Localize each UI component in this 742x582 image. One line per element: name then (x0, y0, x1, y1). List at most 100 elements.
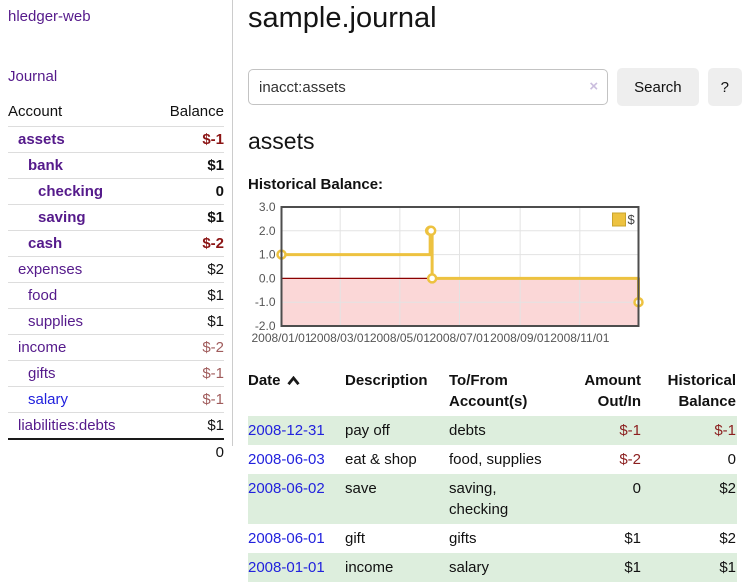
transaction-date-link[interactable]: 2008-06-01 (248, 530, 325, 547)
transaction-row: 2008-06-01 gift gifts $1 $2 (248, 524, 737, 553)
search-input[interactable] (248, 69, 609, 105)
accounts-col-account: Account (8, 103, 63, 120)
register-col-balance: Historical Balance (667, 372, 736, 410)
accounts-total-value: 0 (151, 438, 224, 465)
account-balance: $2 (151, 256, 224, 283)
transaction-description: eat & shop (345, 451, 417, 468)
transaction-balance: $2 (719, 480, 736, 497)
account-balance: $1 (151, 282, 224, 309)
svg-text:$: $ (628, 212, 636, 227)
account-link[interactable]: assets (18, 131, 65, 148)
register-col-description: Description (345, 372, 428, 389)
account-link[interactable]: checking (38, 183, 104, 200)
account-link[interactable]: cash (28, 235, 63, 252)
chart-canvas: $3.0 2.0 1.0 0.0 -1.0 -2.02008/01/012008/03/0… (251, 200, 644, 345)
svg-text:2008/11/01: 2008/11/01 (550, 331, 609, 345)
account-link[interactable]: expenses (18, 261, 83, 278)
transaction-date-link[interactable]: 2008-01-01 (248, 559, 325, 576)
transaction-balance: $-1 (714, 422, 736, 439)
transaction-date-cell: 2008-06-01 (248, 524, 345, 553)
register-col-account: To/From Account(s) (449, 372, 528, 410)
account-balance: $-1 (151, 360, 224, 387)
account-link[interactable]: gifts (28, 365, 56, 382)
accounts-col-balance: Balance (169, 103, 224, 120)
transaction-description: gift (345, 530, 366, 547)
transaction-description: income (345, 559, 394, 576)
transaction-row: 2008-06-02 save saving, checking 0 $2 (248, 474, 737, 524)
page-title: sample.journal (248, 2, 437, 34)
svg-text:3.0: 3.0 (259, 201, 276, 214)
sort-ascending-icon (286, 375, 300, 386)
account-link[interactable]: bank (28, 157, 64, 174)
account-balance: $1 (151, 308, 224, 335)
svg-text:2008/01/01: 2008/01/01 (251, 331, 311, 345)
account-balance: $-2 (151, 334, 224, 361)
register-heading: assets (248, 128, 315, 154)
account-row: salary $-1 (8, 386, 224, 413)
transaction-date-link[interactable]: 2008-12-31 (248, 422, 325, 439)
account-row: cash $-2 (8, 230, 224, 257)
transaction-amount: $-2 (619, 451, 641, 468)
svg-text:1.0: 1.0 (259, 248, 276, 262)
account-row: expenses $2 (8, 256, 224, 283)
transaction-balance: 0 (727, 451, 736, 468)
transaction-date-link[interactable]: 2008-06-02 (248, 480, 325, 497)
search-button[interactable]: Search (617, 68, 699, 106)
account-link[interactable]: food (28, 287, 58, 304)
account-row: bank $1 (8, 152, 224, 179)
historical-balance-chart: $3.0 2.0 1.0 0.0 -1.0 -2.0 2008/01/01 2008/03/0… (248, 200, 742, 354)
transaction-balance: $1 (719, 559, 736, 576)
account-balance: $1 (151, 412, 224, 439)
transaction-row: 2008-01-01 income salary $1 $1 (248, 553, 737, 582)
register-col-date[interactable]: Date (248, 368, 345, 416)
sidebar: hledger-web Journal Account Balance asse… (0, 0, 233, 465)
transaction-accounts: gifts (449, 530, 477, 547)
account-row: income $-2 (8, 334, 224, 361)
account-row: assets $-1 (8, 126, 224, 153)
transaction-date-cell: 2008-06-02 (248, 474, 345, 524)
help-button[interactable]: ? (707, 68, 742, 106)
register-col-amount: Amount Out/In (584, 372, 641, 410)
svg-text:-1.0: -1.0 (255, 295, 276, 309)
account-row: supplies $1 (8, 308, 224, 335)
account-row: gifts $-1 (8, 360, 224, 387)
transaction-description: pay off (345, 422, 390, 439)
account-link[interactable]: liabilities:debts (18, 417, 116, 434)
account-balance: $1 (151, 204, 224, 231)
svg-text:-2.0: -2.0 (255, 319, 276, 333)
transaction-amount: $1 (624, 559, 641, 576)
account-row: liabilities:debts $1 (8, 412, 224, 439)
account-balance: $1 (151, 152, 224, 179)
transaction-amount: $-1 (619, 422, 641, 439)
account-link[interactable]: salary (28, 391, 69, 408)
account-link[interactable]: supplies (28, 313, 84, 330)
account-balance: $-2 (151, 230, 224, 257)
svg-text:0.0: 0.0 (259, 271, 276, 285)
search-form: × Search ? (248, 68, 742, 106)
chart-label: Historical Balance: (248, 176, 384, 193)
transaction-date-link[interactable]: 2008-06-03 (248, 451, 325, 468)
account-link[interactable]: saving (38, 209, 86, 226)
transaction-accounts: salary (449, 559, 490, 576)
transaction-amount: $1 (624, 530, 641, 547)
account-balance: $-1 (151, 126, 224, 153)
main-panel: sample.journal × Search ? assets Histori… (248, 0, 742, 582)
account-balance: 0 (151, 178, 224, 205)
svg-text:2008/07/01: 2008/07/01 (429, 331, 489, 345)
svg-text:2008/03/01: 2008/03/01 (310, 331, 370, 345)
account-row: saving $1 (8, 204, 224, 231)
clear-search-icon[interactable]: × (589, 78, 599, 95)
register-table: Date Description To/From Account(s) Amou… (248, 368, 737, 582)
brand-link[interactable]: hledger-web (8, 8, 91, 25)
transaction-balance: $2 (719, 530, 736, 547)
account-link[interactable]: income (18, 339, 67, 356)
accounts-total-row: 0 (8, 438, 224, 465)
transaction-date-cell: 2008-12-31 (248, 416, 345, 445)
svg-text:2008/09/01: 2008/09/01 (490, 331, 550, 345)
transaction-row: 2008-06-03 eat & shop food, supplies $-2 0 (248, 445, 737, 474)
transaction-date-cell: 2008-06-03 (248, 445, 345, 474)
transaction-date-cell: 2008-01-01 (248, 553, 345, 582)
sidebar-item-journal[interactable]: Journal (8, 68, 58, 85)
transaction-row: 2008-12-31 pay off debts $-1 $-1 (248, 416, 737, 445)
account-row: food $1 (8, 282, 224, 309)
